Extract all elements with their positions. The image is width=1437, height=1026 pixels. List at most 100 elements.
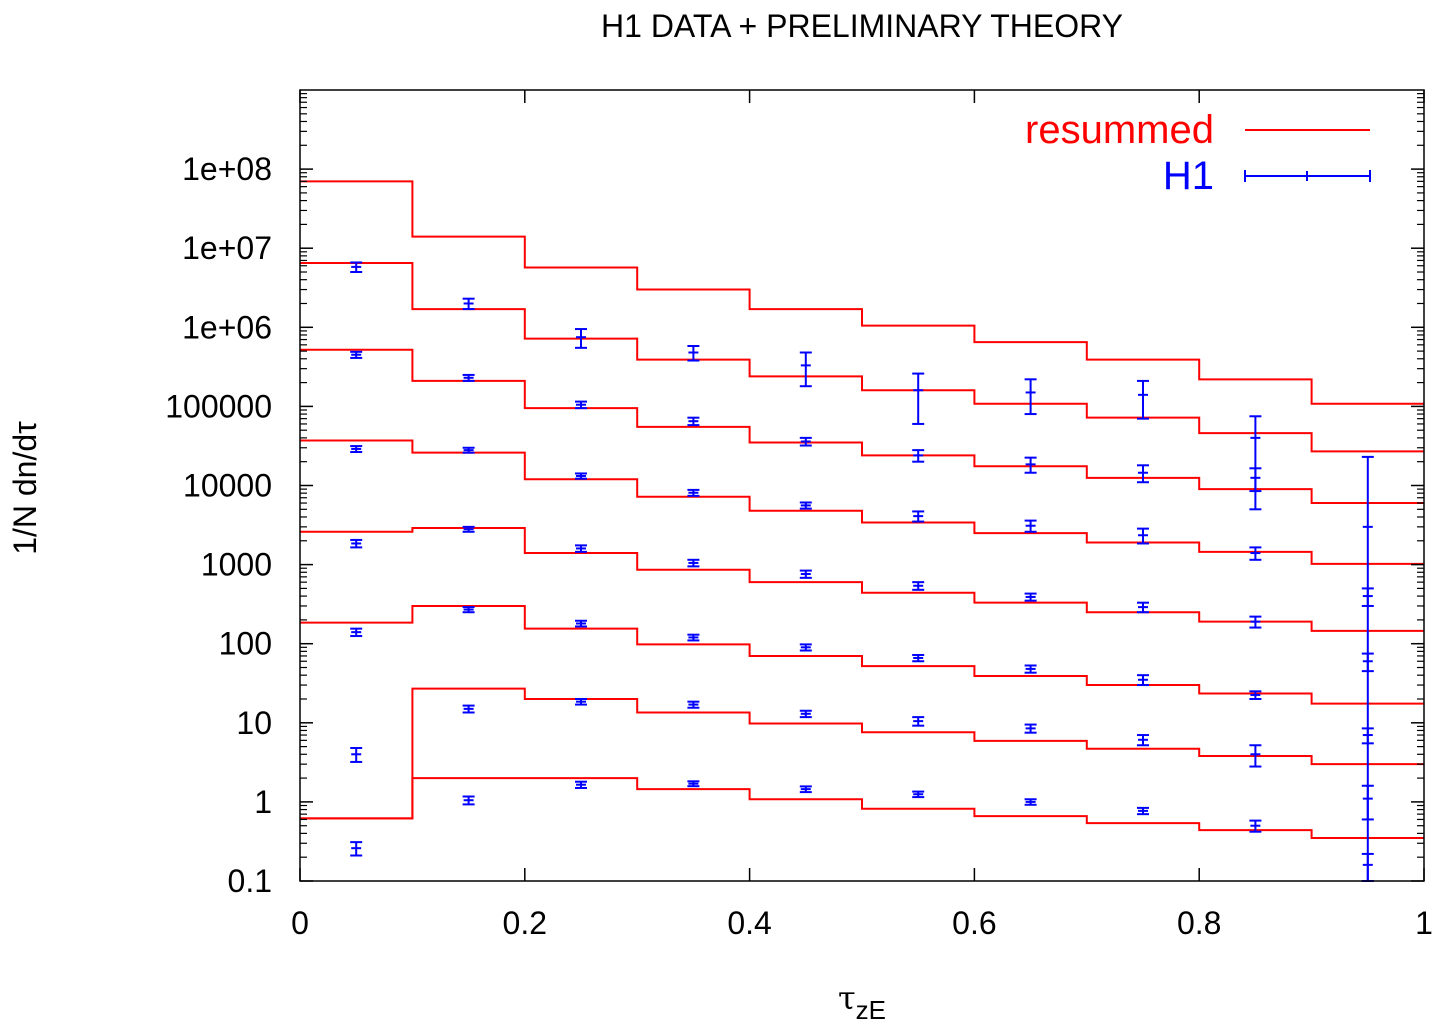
axes: 0.1 1 10 100 1000 10000 100000 1e+06 1e+07 1e+08 0…	[165, 89, 1433, 941]
h1-data-point	[912, 581, 925, 591]
h1-data-point	[1361, 727, 1374, 745]
x-axis-label: τzE	[838, 979, 886, 1025]
h1-data-point	[350, 261, 363, 274]
h1-data-point	[1137, 734, 1149, 747]
h1-data-point	[1137, 601, 1149, 614]
h1-data-point	[462, 297, 475, 311]
h1-data-point	[1137, 806, 1149, 816]
h1-data-point	[687, 558, 700, 568]
h1-data-point	[799, 501, 812, 510]
h1-data-point	[350, 538, 363, 549]
h1-data-point	[1024, 798, 1037, 806]
y-axis-label-group: 1/N dn/dτ	[7, 421, 43, 555]
h1-data-point	[1249, 415, 1262, 511]
y-tick-label: 10000	[183, 468, 272, 504]
h1-data-point	[687, 416, 700, 427]
legend-label-h1: H1	[1163, 154, 1214, 198]
resummed-curve	[300, 180, 1424, 405]
y-tick-label: 1e+07	[182, 230, 272, 266]
h1-data-point	[912, 449, 925, 463]
h1-data-point	[1361, 784, 1374, 821]
h1-data-point	[1024, 378, 1037, 416]
x-tick-label: 0.6	[952, 905, 996, 941]
h1-data-point	[1137, 527, 1149, 545]
h1-data-point	[1024, 723, 1037, 734]
h1-data-point	[1249, 615, 1262, 629]
resummed-curve	[300, 261, 1424, 453]
h1-data-point	[1361, 652, 1374, 673]
h1-data-point	[1249, 467, 1262, 493]
x-tick-label: 0.4	[727, 905, 771, 941]
h1-data-point	[1024, 664, 1037, 674]
h1-data-point	[1249, 546, 1262, 561]
h1-data-point	[1249, 690, 1262, 700]
h1-data-point	[799, 709, 812, 719]
h1-data-point	[350, 841, 363, 857]
y-tick-label: 10	[236, 705, 272, 741]
h1-data-point	[1024, 519, 1037, 533]
h1-data-point	[462, 446, 475, 454]
y-axis-label: 1/N dn/dτ	[7, 421, 43, 555]
h1-data-point	[912, 790, 925, 799]
y-tick-label: 100000	[165, 388, 272, 424]
h1-data-point	[462, 606, 475, 614]
h1-data-point	[1024, 592, 1037, 602]
h1-data-point	[799, 569, 812, 579]
h1-data-point	[687, 633, 700, 642]
y-tick-label: 1	[254, 784, 272, 820]
h1-data-point	[687, 488, 700, 497]
h1-data-point	[350, 747, 363, 763]
legend-label-resummed: resummed	[1025, 108, 1214, 152]
resummed-curve	[300, 604, 1424, 705]
h1-data-point	[1137, 464, 1149, 484]
h1-data-point	[1249, 819, 1262, 833]
h1-data-point	[462, 525, 475, 533]
h1-data-point	[799, 785, 812, 794]
resummed-curve	[300, 348, 1424, 505]
h1-data-point	[575, 328, 587, 349]
h1-data-point	[1249, 744, 1262, 768]
h1-data-point	[799, 436, 812, 447]
h1-data-point	[462, 795, 475, 806]
h1-data-point	[687, 700, 700, 709]
resummed-curve	[300, 777, 1424, 839]
x-tick-label: 0	[291, 905, 309, 941]
y-tick-label: 100	[219, 626, 272, 662]
h1-data-point	[687, 780, 700, 788]
h1-data-point	[575, 780, 587, 789]
plot-area	[300, 180, 1424, 882]
h1-data-point	[575, 697, 587, 706]
h1-data-point	[575, 472, 587, 480]
h1-data-point	[1024, 456, 1037, 474]
x-axis-label-sub: zE	[856, 995, 886, 1025]
resummed-curve	[300, 687, 1424, 820]
resummed-curve	[300, 439, 1424, 565]
resummed-curve	[300, 527, 1424, 632]
chart-title: H1 DATA + PRELIMINARY THEORY	[601, 8, 1123, 44]
h1-data-point	[350, 627, 363, 638]
h1-data-point	[912, 510, 925, 523]
h1-data-point	[1137, 379, 1149, 420]
y-tick-label: 1000	[201, 547, 272, 583]
h1-data-point	[575, 544, 587, 553]
h1-data-point	[1361, 852, 1374, 882]
h1-data-point	[350, 350, 363, 359]
h1-data-point	[350, 445, 363, 454]
h1-data-point	[912, 716, 925, 727]
h1-data-point	[799, 351, 812, 388]
h1-data-point	[462, 704, 475, 714]
x-tick-label: 0.8	[1177, 905, 1221, 941]
x-axis-label-main: τ	[838, 979, 856, 1017]
h1-data-point	[462, 373, 475, 382]
y-tick-label: 1e+06	[182, 309, 272, 345]
h1-data-point	[575, 400, 587, 410]
h1-data-point	[1137, 674, 1149, 687]
y-tick-label: 1e+08	[182, 151, 272, 187]
y-tick-label: 0.1	[228, 863, 272, 899]
h1-data-point	[799, 643, 812, 652]
h1-data-point	[912, 372, 925, 425]
h1-data-point	[1361, 587, 1374, 607]
h1-data-point	[575, 619, 587, 628]
